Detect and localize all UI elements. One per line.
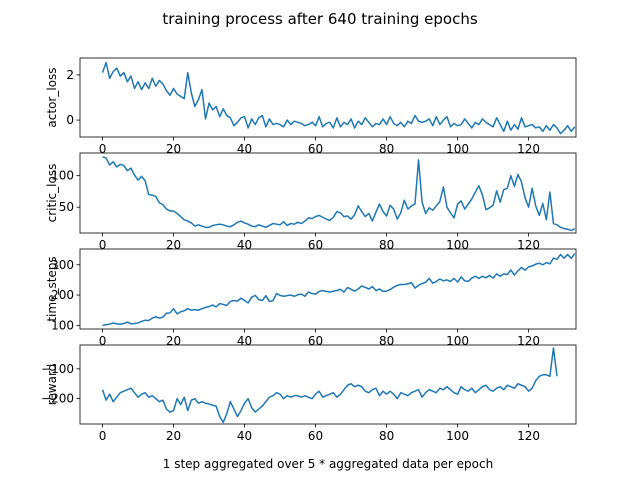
y-axis-label: time_steps: [45, 256, 59, 321]
x-tick-label: 60: [308, 142, 323, 156]
x-tick-label: 20: [166, 334, 181, 348]
x-tick-label: 120: [517, 334, 540, 348]
x-tick-label: 80: [379, 142, 394, 156]
x-tick-label: 80: [379, 334, 394, 348]
x-tick-label: 0: [99, 429, 107, 443]
x-tick-label: 40: [237, 142, 252, 156]
axes-frame: [79, 57, 577, 138]
x-tick-label: 0: [99, 238, 107, 252]
x-tick-label: 40: [237, 238, 252, 252]
y-tick-label: −200: [41, 392, 74, 406]
y-tick-label: 100: [51, 169, 74, 183]
x-tick-label: 60: [308, 334, 323, 348]
y-tick-label: 100: [51, 318, 74, 332]
x-tick-label: 100: [446, 429, 469, 443]
x-tick-label: 20: [166, 142, 181, 156]
series-line: [102, 156, 576, 232]
y-axis-label: critic_loss: [45, 164, 59, 223]
x-tick-label: 20: [166, 238, 181, 252]
subplot-actor-loss: 0 20 40 60 80 100 120 0 2 actor_loss: [45, 57, 577, 156]
x-tick-label: 80: [379, 429, 394, 443]
y-tick-label: −100: [41, 362, 74, 376]
x-tick-label: 100: [446, 334, 469, 348]
axes-frame: [79, 152, 577, 234]
axes-frame: [79, 344, 577, 425]
y-axis-label: reward: [45, 364, 59, 406]
y-tick-label: 0: [66, 113, 74, 127]
figure-title: training process after 640 training epoc…: [162, 10, 478, 28]
x-tick-label: 100: [446, 142, 469, 156]
x-tick-label: 20: [166, 429, 181, 443]
axes-frame: [79, 248, 577, 330]
y-tick-label: 50: [59, 200, 74, 214]
x-tick-label: 0: [99, 142, 107, 156]
x-tick-label: 120: [517, 238, 540, 252]
series-line: [102, 253, 576, 327]
y-axis-label: actor_loss: [45, 67, 59, 127]
x-tick-label: 0: [99, 334, 107, 348]
x-axis-label: 1 step aggregated over 5 * aggregated da…: [163, 457, 493, 471]
x-tick-label: 120: [517, 142, 540, 156]
x-tick-label: 60: [308, 238, 323, 252]
x-tick-label: 100: [446, 238, 469, 252]
series-line: [101, 61, 576, 135]
y-tick-label: 300: [51, 258, 74, 272]
x-tick-label: 120: [517, 429, 540, 443]
y-tick-label: 2: [66, 68, 74, 82]
y-tick-label: 200: [51, 288, 74, 302]
x-tick-label: 60: [308, 429, 323, 443]
x-tick-label: 80: [379, 238, 394, 252]
x-tick-label: 40: [237, 429, 252, 443]
x-tick-label: 40: [237, 334, 252, 348]
series-line: [101, 347, 558, 424]
